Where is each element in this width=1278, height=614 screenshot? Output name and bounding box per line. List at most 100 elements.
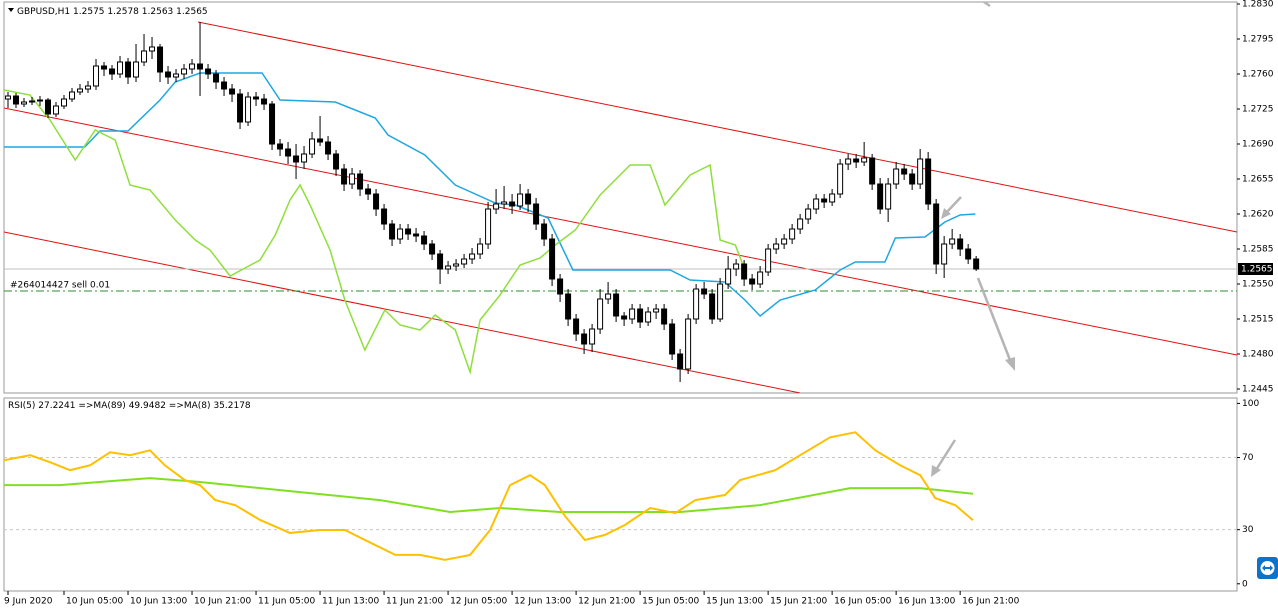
x-tick-label: 10 Jun 05:00	[66, 597, 123, 607]
candle-body	[309, 138, 316, 155]
candle-body	[5, 95, 12, 100]
candle-body	[85, 85, 92, 90]
candle-body	[261, 98, 268, 105]
candle-body	[333, 153, 340, 170]
candle-body	[525, 193, 532, 205]
series-value: 35.2178	[213, 401, 250, 411]
candle-body	[445, 265, 452, 270]
candle-body	[965, 248, 972, 260]
indicator-line	[4, 72, 976, 318]
candle-body	[93, 65, 100, 87]
candle-body	[973, 258, 980, 270]
candle-body	[781, 238, 788, 245]
candle-body	[861, 157, 868, 163]
rsi-line	[4, 431, 974, 561]
y-tick-label: 1.2480	[1242, 350, 1274, 360]
candle-body	[237, 93, 244, 123]
candle-body	[29, 100, 36, 103]
candle-body	[301, 153, 308, 163]
channel-line	[4, 107, 1237, 356]
x-tick-label: 11 Jun 21:00	[386, 597, 443, 607]
candle-body	[853, 158, 860, 163]
candle-body	[725, 268, 732, 285]
candle-body	[469, 253, 476, 260]
candle-body	[109, 68, 116, 75]
arrow	[945, 196, 962, 214]
candle-body	[485, 208, 492, 245]
candle-body	[541, 223, 548, 240]
candle-body	[221, 81, 228, 90]
arrow-head	[941, 208, 951, 219]
candle-body	[605, 293, 612, 300]
y-tick-label: 1.2795	[1242, 35, 1274, 45]
candle-body	[901, 168, 908, 175]
candle-body	[461, 258, 468, 265]
price-panel	[3, 1, 1238, 394]
y-tick-label: 1.2585	[1242, 245, 1274, 255]
icon-arrows[interactable]	[1262, 565, 1273, 571]
candle-body	[477, 243, 484, 255]
y-tick-label: 1.2725	[1242, 105, 1274, 115]
candle-body	[557, 278, 564, 295]
price-plot: #264014427 sell 0.01	[4, 21, 1237, 393]
candle-body	[53, 105, 60, 115]
candle-body	[925, 158, 932, 205]
candle-body	[629, 308, 636, 320]
x-tick-label: 10 Jun 21:00	[194, 597, 251, 607]
candle-body	[413, 233, 420, 237]
candle-body	[69, 91, 76, 100]
candle-body	[893, 168, 900, 185]
candle-body	[437, 253, 444, 270]
indicator-value: 27.2241	[38, 401, 75, 411]
x-tick-label: 11 Jun 13:00	[322, 597, 379, 607]
candle-body	[453, 263, 460, 267]
candle-body	[661, 308, 668, 325]
candle-body	[741, 263, 748, 280]
candle-body	[245, 96, 252, 123]
x-tick-label: 10 Jun 13:00	[130, 597, 187, 607]
low: 1.2563	[142, 7, 174, 17]
y-tick-label: 1.2655	[1242, 175, 1274, 185]
remote-icon[interactable]	[1257, 557, 1278, 579]
candle-body	[637, 308, 644, 323]
candle-body	[509, 201, 516, 207]
candle-body	[533, 203, 540, 225]
candle-body	[789, 228, 796, 240]
y-tick-label: 1.2830	[1242, 0, 1274, 10]
y-tick-label: 1.2550	[1242, 280, 1274, 290]
high: 1.2578	[107, 7, 139, 17]
channel-line	[4, 231, 801, 393]
candle-body	[749, 278, 756, 285]
symbol-header: GBPUSD,H1 1.2575 1.2578 1.2563 1.2565	[17, 7, 208, 17]
candle-body	[869, 157, 876, 185]
x-tick-label: 12 Jun 21:00	[578, 597, 635, 607]
candle-body	[773, 243, 780, 250]
candle-body	[325, 141, 332, 155]
candle-body	[285, 148, 292, 157]
candle-body	[205, 68, 212, 75]
menu-triangle[interactable]	[8, 8, 14, 12]
arrow-head	[931, 465, 941, 477]
candle-body	[845, 158, 852, 165]
candle-body	[693, 288, 700, 320]
candle-body	[397, 228, 404, 240]
candle-body	[941, 243, 948, 265]
candle-body	[149, 46, 156, 52]
indicator-line	[4, 89, 746, 375]
candle-body	[877, 183, 884, 210]
arrow-head	[1005, 357, 1015, 371]
candle-body	[125, 61, 132, 78]
candle-body	[501, 201, 508, 205]
candle-body	[213, 73, 220, 83]
candle-body	[405, 228, 412, 235]
candle-body	[293, 155, 300, 163]
candle-body	[805, 208, 812, 220]
rsi-plot	[4, 431, 1237, 561]
x-tick-label: 9 Jun 2020	[4, 597, 53, 607]
candle-body	[133, 61, 140, 78]
candle-body	[957, 238, 964, 250]
candle-body	[165, 71, 172, 78]
candle-body	[613, 293, 620, 317]
arrow	[934, 439, 957, 471]
